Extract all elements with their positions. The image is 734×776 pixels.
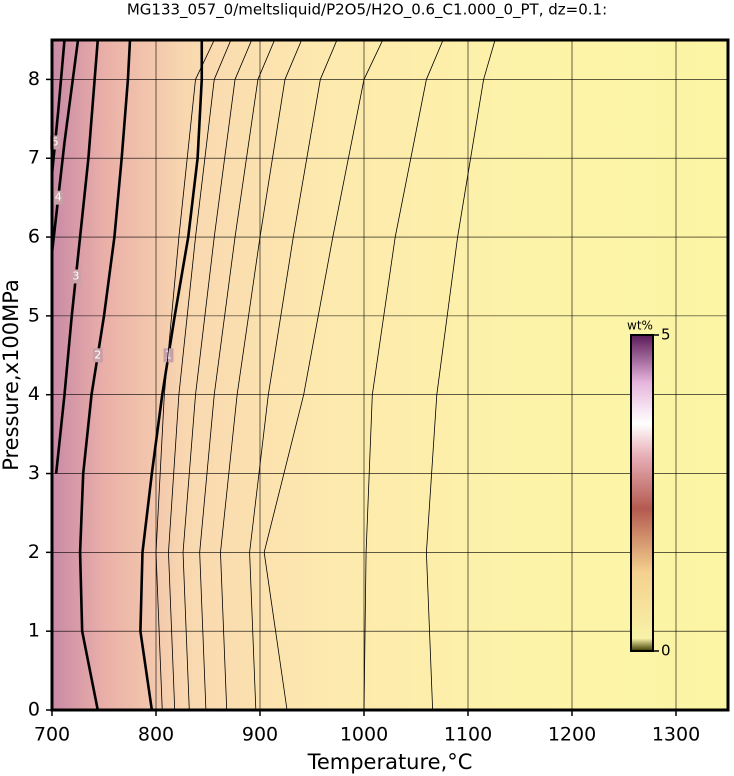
- colorbar-tick-label: 0: [661, 642, 671, 660]
- x-tick-label: 1000: [340, 724, 388, 746]
- x-tick-label: 700: [34, 724, 70, 746]
- y-tick-label: 0: [28, 699, 40, 721]
- plot-background: [52, 40, 728, 710]
- y-tick-label: 6: [28, 226, 40, 248]
- contour-line: [249, 39, 338, 711]
- contour-label-bg: [50, 135, 61, 150]
- y-axis-label: Pressure,x100MPa: [0, 279, 23, 471]
- y-tick-label: 2: [28, 541, 40, 563]
- contour-line: [363, 39, 444, 711]
- plot-frame: [50, 38, 730, 712]
- contour-line: [425, 39, 496, 711]
- y-tick-label: 8: [28, 68, 40, 90]
- contour-line: [182, 39, 253, 711]
- contour-line: [50, 39, 66, 175]
- x-axis-label: Temperature,°C: [307, 750, 473, 774]
- contour-line: [168, 39, 232, 711]
- colorbar-label: wt%: [627, 319, 653, 333]
- y-tick-label: 4: [28, 383, 40, 405]
- y-tick-label: 5: [28, 304, 40, 326]
- x-tick-label: 900: [242, 724, 278, 746]
- y-tick-label: 1: [28, 620, 40, 642]
- contour-label: 3: [72, 269, 79, 282]
- contour-label-bg: [53, 190, 64, 205]
- contour-line: [220, 39, 302, 711]
- x-tick-label: 1300: [652, 724, 700, 746]
- contour-line: [263, 39, 384, 711]
- colorbar-tick-label: 5: [661, 326, 671, 344]
- x-tick-label: 1100: [444, 724, 492, 746]
- contour-label-bg: [70, 269, 81, 284]
- chart-title: MG133_057_0/meltsliquid/P2O5/H2O_0.6_C1.…: [127, 1, 607, 20]
- x-tick-label: 800: [138, 724, 174, 746]
- y-tick-label: 7: [28, 147, 40, 169]
- contour-label-bg: [92, 348, 103, 363]
- colorbar: [630, 334, 654, 652]
- contour-line: [155, 39, 215, 711]
- contour-label: 4: [55, 191, 62, 204]
- contour-line: [50, 39, 80, 253]
- y-tick-label: 3: [28, 462, 40, 484]
- contour-label-bg: [163, 348, 174, 363]
- contour-label: 2: [94, 348, 101, 361]
- x-tick-label: 1200: [548, 724, 596, 746]
- contour-line: [199, 39, 275, 711]
- contour-label: 1: [165, 348, 172, 361]
- contour-label: 5: [52, 135, 59, 148]
